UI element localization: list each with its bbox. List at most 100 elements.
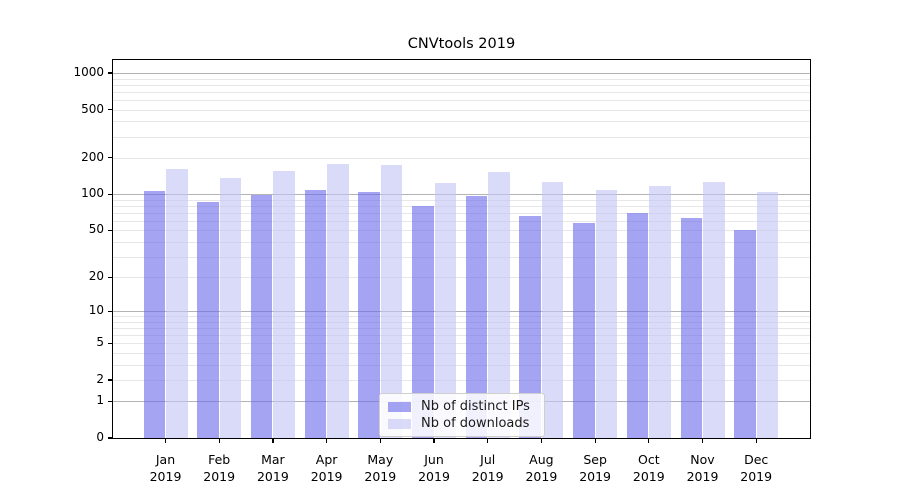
gridline-minor-600 bbox=[113, 100, 810, 101]
x-tick-label-jan: Jan 2019 bbox=[149, 452, 182, 484]
gridline-minor-3 bbox=[113, 364, 810, 366]
bar-nov-downloads bbox=[703, 182, 725, 438]
gridline-minor-70 bbox=[113, 212, 810, 214]
y-tick-label-1: 1 bbox=[96, 393, 104, 408]
y-tick-label-0: 0 bbox=[96, 430, 104, 444]
gridline-minor-60 bbox=[113, 220, 810, 222]
bar-apr-ips bbox=[304, 190, 327, 438]
bar-jun-downloads bbox=[434, 182, 456, 438]
y-tick-label-1000: 1000 bbox=[73, 65, 104, 79]
legend-label-downloads: Nb of downloads bbox=[421, 416, 530, 431]
gridline-minor-80 bbox=[113, 205, 810, 207]
y-tick-label-2: 2 bbox=[96, 372, 104, 386]
x-tick-label-may: May 2019 bbox=[364, 452, 397, 484]
x-tick-label-nov: Nov 2019 bbox=[686, 452, 719, 484]
x-tick-label-feb: Feb 2019 bbox=[203, 452, 236, 484]
bar-sep-ips bbox=[573, 222, 595, 438]
legend-item-downloads: Nb of downloads bbox=[388, 416, 536, 431]
x-tick-jan bbox=[164, 439, 167, 443]
bar-jan-downloads bbox=[166, 169, 188, 438]
y-tick-20 bbox=[108, 276, 113, 278]
gridline-minor-90 bbox=[113, 199, 810, 201]
y-tick-200 bbox=[108, 157, 113, 159]
gridline-minor-500 bbox=[113, 109, 810, 111]
x-tick-aug bbox=[540, 439, 543, 443]
bar-may-downloads bbox=[380, 165, 403, 438]
x-tick-label-mar: Mar 2019 bbox=[256, 452, 289, 484]
gridline-major-100 bbox=[113, 194, 810, 196]
gridline-minor-400 bbox=[113, 121, 810, 123]
y-tick-10 bbox=[108, 310, 113, 312]
legend-item-distinct-ips: Nb of distinct IPs bbox=[388, 399, 536, 414]
bar-nov-ips bbox=[680, 217, 702, 438]
y-tick-2 bbox=[108, 379, 113, 381]
chart-title: CNVtools 2019 bbox=[407, 36, 516, 52]
bar-mar-downloads bbox=[273, 170, 295, 438]
y-tick-label-10: 10 bbox=[88, 303, 104, 318]
bar-mar-ips bbox=[250, 195, 273, 438]
x-tick-label-oct: Oct 2019 bbox=[632, 452, 665, 484]
y-tick-1 bbox=[108, 400, 113, 403]
y-tick-500 bbox=[108, 109, 113, 111]
legend: Nb of distinct IPs Nb of downloads bbox=[379, 393, 545, 437]
y-tick-50 bbox=[108, 229, 113, 231]
x-tick-may bbox=[379, 439, 381, 443]
bar-aug-downloads bbox=[541, 181, 564, 438]
x-tick-oct bbox=[648, 439, 650, 443]
gridline-minor-4 bbox=[113, 353, 810, 354]
bar-feb-downloads bbox=[219, 177, 242, 438]
x-tick-label-apr: Apr 2019 bbox=[310, 452, 343, 484]
y-tick-label-5: 5 bbox=[96, 335, 104, 350]
y-tick-5 bbox=[108, 342, 113, 344]
bar-feb-ips bbox=[197, 201, 219, 438]
gridline-minor-2 bbox=[113, 380, 810, 381]
x-tick-nov bbox=[701, 439, 704, 443]
gridline-minor-900 bbox=[113, 78, 810, 80]
gridline-minor-9 bbox=[113, 316, 810, 318]
gridline-major-1000 bbox=[113, 73, 810, 74]
x-tick-label-dec: Dec 2019 bbox=[740, 452, 773, 484]
legend-swatch-distinct-ips bbox=[388, 401, 411, 412]
bar-jan-ips bbox=[143, 190, 165, 438]
y-tick-label-100: 100 bbox=[81, 186, 104, 201]
y-tick-label-20: 20 bbox=[88, 269, 104, 284]
bar-aug-ips bbox=[519, 215, 541, 438]
bar-may-ips bbox=[358, 192, 380, 438]
gridline-major-10 bbox=[113, 311, 810, 313]
gridline-minor-6 bbox=[113, 335, 810, 337]
plot-area bbox=[113, 60, 810, 438]
gridline-minor-7 bbox=[113, 328, 810, 330]
x-tick-feb bbox=[218, 439, 220, 443]
legend-label-distinct-ips: Nb of distinct IPs bbox=[421, 399, 530, 414]
gridline-minor-40 bbox=[113, 241, 810, 243]
gridline-minor-300 bbox=[113, 136, 810, 138]
x-tick-label-jul: Jul 2019 bbox=[471, 452, 504, 484]
y-tick-label-200: 200 bbox=[81, 149, 104, 164]
bar-sep-downloads bbox=[595, 190, 618, 438]
bar-apr-downloads bbox=[327, 164, 349, 438]
x-tick-label-sep: Sep 2019 bbox=[579, 452, 611, 484]
bar-dec-ips bbox=[734, 230, 756, 438]
bar-jun-ips bbox=[412, 205, 434, 438]
gridline-minor-50 bbox=[113, 230, 810, 232]
gridline-minor-30 bbox=[113, 256, 810, 258]
gridline-minor-8 bbox=[113, 321, 810, 323]
y-tick-label-500: 500 bbox=[81, 101, 104, 116]
x-tick-mar bbox=[272, 439, 274, 443]
gridline-minor-700 bbox=[113, 91, 810, 93]
x-tick-sep bbox=[594, 439, 596, 443]
x-tick-label-jun: Jun 2019 bbox=[418, 452, 450, 484]
bar-dec-downloads bbox=[756, 191, 779, 438]
gridline-minor-800 bbox=[113, 84, 810, 86]
x-tick-jul bbox=[487, 439, 489, 443]
y-tick-100 bbox=[108, 193, 113, 195]
y-tick-1000 bbox=[108, 72, 113, 74]
bar-jul-downloads bbox=[488, 171, 510, 438]
bar-jul-ips bbox=[465, 196, 488, 438]
x-tick-jun bbox=[433, 439, 435, 443]
legend-swatch-downloads bbox=[388, 418, 411, 429]
y-tick-0 bbox=[108, 437, 113, 439]
bar-oct-ips bbox=[626, 212, 649, 438]
x-tick-label-aug: Aug 2019 bbox=[525, 452, 558, 484]
